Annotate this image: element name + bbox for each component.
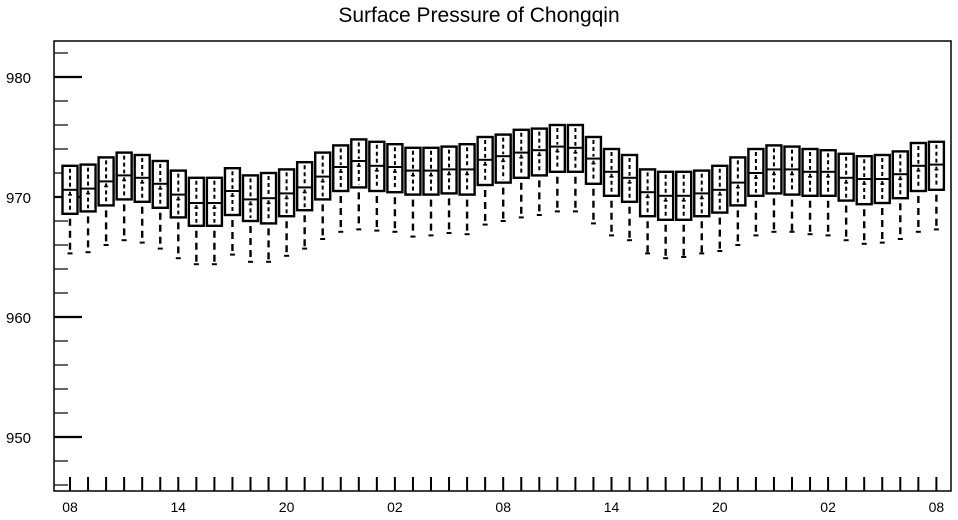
box-body (332, 144, 350, 193)
box-14 (314, 151, 332, 240)
plot-area-border (53, 40, 952, 492)
box-2 (97, 156, 115, 246)
box-28 (566, 123, 585, 213)
y-tick-label: 960 (6, 310, 31, 327)
box-45 (873, 153, 891, 244)
box-body (530, 127, 548, 177)
x-tick-label: 20 (712, 499, 728, 515)
box-36 (711, 164, 729, 252)
box-41 (801, 147, 819, 236)
box-body (187, 176, 206, 228)
box-26 (530, 127, 548, 216)
x-axis: 08 14 20 02 08 14 20 02 08 (62, 477, 944, 515)
x-tick-label: 14 (604, 499, 620, 515)
box-23 (476, 135, 494, 226)
box-body (476, 135, 494, 187)
chart-title: Surface Pressure of Chongqin (338, 4, 620, 27)
box-body (205, 176, 224, 228)
box-body (909, 141, 928, 193)
box-33 (656, 170, 675, 260)
box-31 (620, 153, 639, 242)
box-19 (404, 146, 422, 238)
box-18 (386, 142, 404, 233)
box-27 (548, 123, 567, 213)
box-body (386, 142, 404, 194)
x-tick-label: 20 (279, 499, 295, 515)
box-body (783, 145, 801, 196)
x-tick-label: 02 (387, 499, 403, 515)
box-body (512, 128, 530, 180)
box-30 (602, 147, 621, 237)
box-44 (855, 154, 873, 245)
box-37 (729, 156, 747, 246)
box-12 (277, 168, 296, 257)
box-21 (440, 145, 458, 234)
box-15 (332, 144, 350, 233)
box-43 (837, 152, 855, 242)
box-body (927, 140, 946, 192)
box-body (295, 160, 314, 212)
box-0 (61, 164, 79, 255)
box-47 (909, 141, 928, 233)
x-tick-label: 08 (929, 499, 945, 515)
box-32 (638, 168, 657, 255)
x-tick-label: 02 (820, 499, 836, 515)
box-body (855, 154, 873, 206)
box-22 (458, 142, 476, 236)
x-tick-label: 08 (62, 499, 78, 515)
box-body (819, 148, 837, 197)
box-42 (819, 148, 837, 237)
box-24 (494, 133, 512, 222)
box-6 (169, 169, 188, 260)
box-8 (205, 176, 224, 266)
y-tick-label: 980 (6, 70, 31, 87)
box-11 (259, 171, 278, 263)
box-39 (765, 144, 783, 233)
box-48 (927, 140, 946, 231)
x-tick-label: 14 (171, 499, 187, 515)
box-17 (368, 140, 386, 232)
box-10 (241, 174, 260, 263)
box-35 (693, 169, 711, 255)
box-7 (187, 176, 206, 266)
y-axis: 950 960 970 980 (6, 52, 82, 486)
x-tick-label: 08 (495, 499, 511, 515)
y-tick-label: 970 (6, 190, 31, 207)
box-38 (747, 147, 765, 237)
box-29 (584, 135, 603, 225)
box-3 (115, 151, 133, 242)
box-4 (133, 153, 151, 244)
box-40 (783, 145, 801, 233)
box-9 (223, 166, 242, 256)
box-34 (675, 170, 693, 258)
box-25 (512, 128, 530, 219)
box-20 (422, 146, 440, 237)
box-body (241, 174, 260, 223)
box-13 (295, 160, 314, 250)
plot-frame (53, 40, 952, 492)
box-body (729, 156, 747, 207)
box-body (548, 123, 567, 173)
box-46 (891, 150, 909, 240)
box-5 (151, 159, 169, 250)
box-16 (350, 138, 368, 231)
y-tick-label: 950 (6, 430, 31, 447)
box-series (61, 123, 946, 266)
box-1 (79, 163, 97, 254)
box-body (584, 135, 603, 185)
